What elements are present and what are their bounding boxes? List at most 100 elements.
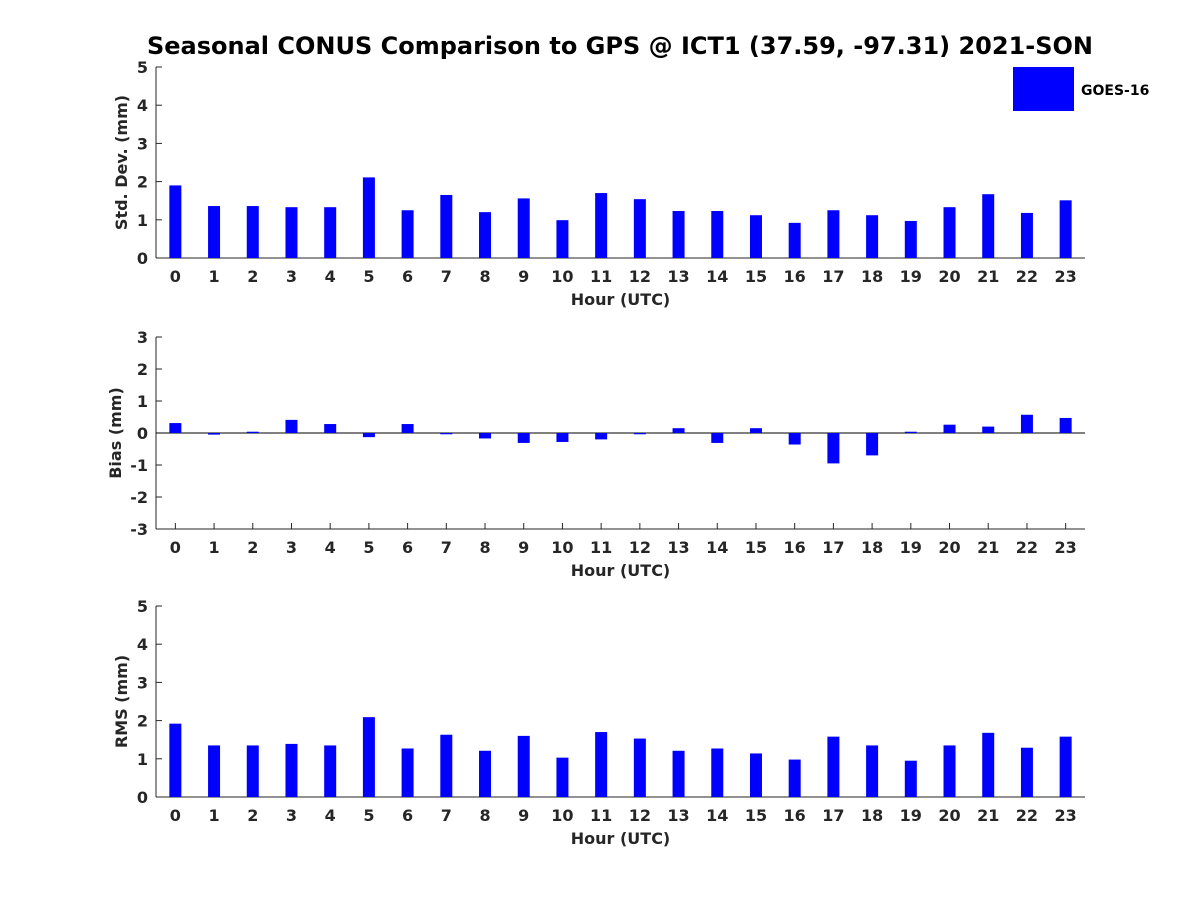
x-tick-label: 21 [977,538,999,557]
bar-bias-hour-14 [711,433,724,443]
bar-rms-hour-8 [479,750,492,797]
bar-std-hour-18 [866,215,879,258]
x-axis-label: Hour (UTC) [571,561,671,580]
bar-rms-hour-2 [246,745,259,797]
x-tick-label: 0 [170,267,181,286]
bar-std-hour-9 [517,198,530,258]
x-tick-label: 13 [667,806,689,825]
bar-rms-hour-22 [1020,747,1033,797]
x-tick-label: 3 [286,267,297,286]
x-tick-label: 15 [745,538,767,557]
bar-rms-hour-16 [788,759,801,797]
x-tick-label: 4 [325,538,336,557]
bar-std-hour-3 [285,207,298,258]
y-axis-label: Bias (mm) [106,387,125,479]
bar-rms-hour-6 [401,748,414,797]
bar-bias-hour-19 [904,431,917,433]
x-tick-label: 21 [977,806,999,825]
bar-rms-hour-1 [208,745,221,797]
x-tick-label: 4 [325,267,336,286]
x-tick-label: 9 [518,806,529,825]
x-tick-label: 23 [1055,806,1077,825]
bar-bias-hour-4 [324,424,337,433]
x-tick-label: 13 [667,538,689,557]
x-tick-label: 6 [402,267,413,286]
bar-std-hour-15 [749,215,762,258]
bar-bias-hour-21 [982,426,995,433]
x-tick-label: 20 [938,538,960,557]
x-tick-label: 17 [822,538,844,557]
x-tick-label: 23 [1055,538,1077,557]
bar-std-hour-7 [440,194,453,258]
bar-std-hour-16 [788,222,801,258]
legend-label: GOES-16 [1081,83,1149,99]
x-tick-label: 19 [900,538,922,557]
bar-rms-hour-18 [866,745,879,797]
bar-std-hour-0 [169,185,182,258]
legend: GOES-16 [1013,67,1149,111]
x-tick-label: 0 [170,806,181,825]
bar-bias-hour-10 [556,433,569,442]
bar-std-hour-8 [479,212,492,258]
x-tick-label: 18 [861,538,883,557]
bar-bias-hour-1 [208,433,221,435]
x-tick-label: 17 [822,267,844,286]
x-tick-label: 8 [479,806,490,825]
x-tick-label: 6 [402,806,413,825]
x-tick-label: 11 [590,267,612,286]
x-tick-label: 2 [247,267,258,286]
bar-std-hour-23 [1059,200,1072,258]
x-tick-label: 3 [286,538,297,557]
x-tick-label: 12 [629,538,651,557]
x-tick-label: 22 [1016,267,1038,286]
x-tick-label: 19 [900,267,922,286]
bar-bias-hour-17 [827,433,840,464]
bar-std-hour-6 [401,210,414,258]
y-tick-label: -3 [130,520,148,539]
bar-bias-hour-6 [401,424,414,433]
bar-rms-hour-9 [517,735,530,797]
bar-bias-hour-9 [517,433,530,443]
bar-bias-hour-5 [362,433,375,438]
x-tick-label: 8 [479,538,490,557]
x-tick-label: 22 [1016,538,1038,557]
bar-rms-hour-21 [982,732,995,797]
bar-std-hour-10 [556,220,569,258]
bar-rms-hour-14 [711,748,724,797]
bar-rms-hour-5 [362,717,375,797]
y-tick-label: 3 [137,134,148,153]
bar-rms-hour-7 [440,734,453,797]
bar-rms-hour-11 [595,732,608,797]
x-tick-label: 23 [1055,267,1077,286]
x-tick-label: 10 [551,267,573,286]
y-tick-label: -2 [130,488,148,507]
x-tick-label: 10 [551,806,573,825]
bar-bias-hour-12 [633,433,646,435]
bar-bias-hour-20 [943,424,956,433]
bar-rms-hour-12 [633,738,646,797]
bar-bias-hour-13 [672,428,685,433]
bar-bias-hour-7 [440,433,453,435]
y-tick-label: 5 [137,58,148,77]
y-tick-label: 1 [137,392,148,411]
x-tick-label: 2 [247,806,258,825]
bar-bias-hour-23 [1059,417,1072,433]
x-tick-label: 13 [667,267,689,286]
bar-bias-hour-3 [285,419,298,433]
bar-std-hour-14 [711,211,724,258]
x-tick-label: 7 [441,806,452,825]
y-tick-label: 5 [137,597,148,616]
bar-std-hour-5 [362,177,375,258]
x-tick-label: 14 [706,267,728,286]
y-tick-label: 0 [137,788,148,807]
y-tick-label: 3 [137,328,148,347]
bar-rms-hour-23 [1059,736,1072,797]
x-tick-label: 16 [784,538,806,557]
bar-std-hour-20 [943,207,956,258]
x-tick-label: 15 [745,806,767,825]
bar-bias-hour-0 [169,423,182,433]
bar-rms-hour-10 [556,757,569,797]
